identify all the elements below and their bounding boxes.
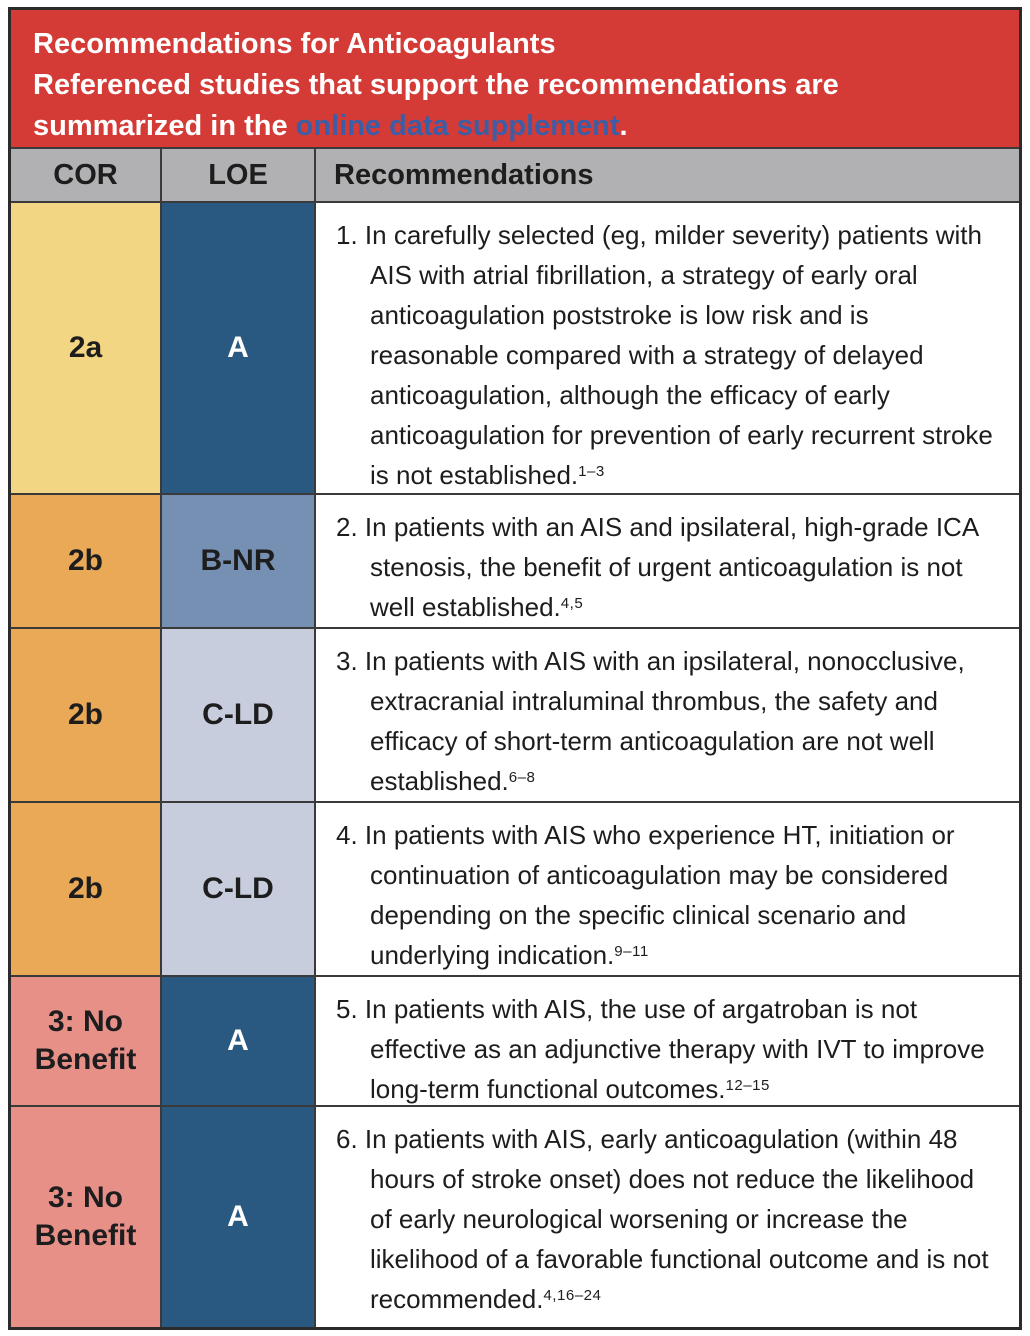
recommendation-paragraph: 6. In patients with AIS, early anticoagu… xyxy=(336,1119,1003,1319)
recommendation-number: 1. xyxy=(336,220,358,250)
citation-superscript: 12–15 xyxy=(725,1076,770,1094)
cor-cell-row1: 2a xyxy=(11,201,162,493)
loe-cell-row1: A xyxy=(162,201,316,493)
recommendation-number: 3. xyxy=(336,646,358,676)
loe-cell-row6: A xyxy=(162,1105,316,1327)
citation-superscript: 6–8 xyxy=(508,768,536,786)
recommendation-cell-row6: 6. In patients with AIS, early anticoagu… xyxy=(316,1105,1019,1327)
recommendation-paragraph: 1. In carefully selected (eg, milder sev… xyxy=(336,215,1003,493)
recommendation-text: In patients with AIS, early anticoagulat… xyxy=(364,1124,989,1314)
recommendation-cell-row2: 2. In patients with an AIS and ipsilater… xyxy=(316,493,1019,627)
citation-superscript: 9–11 xyxy=(614,942,649,960)
cor-cell-row5: 3: No Benefit xyxy=(11,975,162,1105)
loe-cell-row2: B-NR xyxy=(162,493,316,627)
column-header-recommendations: Recommendations xyxy=(316,147,1019,201)
recommendation-number: 6. xyxy=(336,1124,358,1154)
column-header-cor: COR xyxy=(11,147,162,201)
table-title: Recommendations for Anticoagulants xyxy=(33,28,556,60)
citation-superscript: 4,5 xyxy=(560,594,584,612)
recommendation-cell-row3: 3. In patients with AIS with an ipsilate… xyxy=(316,627,1019,801)
cor-cell-row3: 2b xyxy=(11,627,162,801)
table-subtitle: Referenced studies that support the reco… xyxy=(33,65,993,147)
citation-superscript: 4,16–24 xyxy=(543,1286,602,1304)
recommendation-paragraph: 2. In patients with an AIS and ipsilater… xyxy=(336,507,1003,627)
recommendation-text: In carefully selected (eg, milder severi… xyxy=(364,220,993,490)
subtitle-text-before: Referenced studies that support the reco… xyxy=(33,69,839,142)
loe-cell-row4: C-LD xyxy=(162,801,316,975)
recommendation-paragraph: 4. In patients with AIS who experience H… xyxy=(336,815,1003,975)
citation-superscript: 1–3 xyxy=(578,462,605,480)
recommendation-cell-row4: 4. In patients with AIS who experience H… xyxy=(316,801,1019,975)
anticoagulants-recommendations-table: Recommendations for Anticoagulants Refer… xyxy=(8,7,1022,1330)
recommendation-number: 5. xyxy=(336,994,358,1024)
subtitle-text-after: . xyxy=(619,110,628,142)
recommendation-number: 4. xyxy=(336,820,358,850)
cor-cell-row4: 2b xyxy=(11,801,162,975)
cor-cell-row2: 2b xyxy=(11,493,162,627)
recommendation-text: In patients with AIS with an ipsilateral… xyxy=(364,646,965,796)
cor-cell-row6: 3: No Benefit xyxy=(11,1105,162,1327)
loe-cell-row5: A xyxy=(162,975,316,1105)
loe-cell-row3: C-LD xyxy=(162,627,316,801)
column-header-loe: LOE xyxy=(162,147,316,201)
recommendation-text: In patients with AIS, the use of argatro… xyxy=(364,994,985,1104)
recommendation-number: 2. xyxy=(336,512,358,542)
recommendation-cell-row1: 1. In carefully selected (eg, milder sev… xyxy=(316,201,1019,493)
recommendation-paragraph: 5. In patients with AIS, the use of arga… xyxy=(336,989,1003,1105)
online-data-supplement-link[interactable]: online data supplement xyxy=(295,110,620,142)
table-title-banner: Recommendations for Anticoagulants Refer… xyxy=(11,10,1019,147)
recommendation-cell-row5: 5. In patients with AIS, the use of arga… xyxy=(316,975,1019,1105)
recommendation-text: In patients with AIS who experience HT, … xyxy=(364,820,955,970)
recommendation-text: In patients with an AIS and ipsilateral,… xyxy=(364,512,978,622)
recommendation-paragraph: 3. In patients with AIS with an ipsilate… xyxy=(336,641,1003,801)
